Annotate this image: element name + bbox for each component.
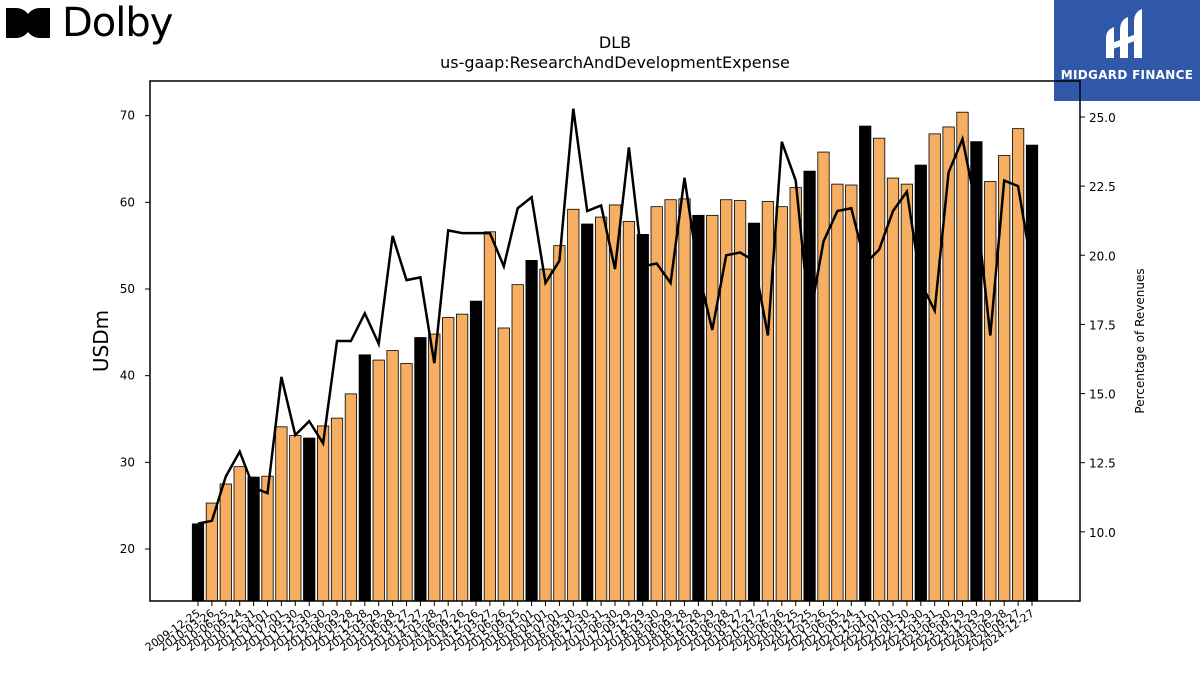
y-tick-label: 30 <box>120 455 135 469</box>
y2-axis-label: Percentage of Revenues <box>1133 268 1147 413</box>
bar-2017-12-29 <box>636 233 649 602</box>
bar-2023-03-31 <box>928 133 941 602</box>
bar-series <box>191 111 1039 602</box>
bar-2024-03-29 <box>984 181 997 602</box>
brand-name: Dolby <box>62 0 173 46</box>
bar-2016-12-30 <box>581 223 594 602</box>
bar-2019-03-29 <box>706 214 719 602</box>
y2-tick-label: 22.5 <box>1089 180 1116 194</box>
partner-logo: MIDGARD FINANCE <box>1054 0 1200 101</box>
bar-2024-12-27 <box>1025 144 1039 602</box>
y-tick-label: 70 <box>120 109 135 123</box>
bar-2013-06-28 <box>386 350 399 602</box>
bar-2011-07-01 <box>275 426 288 602</box>
y2-tick-label: 10.0 <box>1089 526 1116 540</box>
bar-2022-09-30 <box>900 183 914 602</box>
y-axis-label: USDm <box>89 310 113 372</box>
bar-2017-03-31 <box>595 216 608 602</box>
bar-2015-03-27 <box>483 231 497 602</box>
bar-2014-12-26 <box>469 300 483 602</box>
x-axis-ticks: 2009-12-252010-03-262010-06-252010-09-24… <box>143 601 1037 654</box>
bar-2014-09-26 <box>455 313 469 602</box>
bar-2020-03-27 <box>761 201 775 602</box>
y2-tick-label: 25.0 <box>1089 111 1116 125</box>
bar-2013-12-27 <box>414 337 427 602</box>
percentage-line <box>197 108 1034 525</box>
bar-2012-09-28 <box>344 393 358 602</box>
bar-2011-09-30 <box>289 435 302 602</box>
bar-2020-12-25 <box>803 170 816 602</box>
y-tick-label: 40 <box>120 369 135 383</box>
chart-title: DLB <box>599 33 631 52</box>
y-tick-label: 60 <box>120 195 135 209</box>
bar-2015-09-25 <box>511 284 524 602</box>
chart-subtitle: us-gaap:ResearchAndDevelopmentExpense <box>440 53 790 72</box>
bar-2017-09-29 <box>622 220 636 602</box>
bar-2012-12-28 <box>358 354 371 602</box>
bar-2016-01-01 <box>525 259 538 602</box>
bar-2016-04-01 <box>539 268 552 602</box>
bar-2011-12-30 <box>303 437 316 602</box>
bar-2013-09-27 <box>400 363 413 602</box>
y2-tick-label: 12.5 <box>1089 457 1116 471</box>
bar-2012-03-30 <box>316 425 330 602</box>
bar-2010-09-24 <box>233 466 246 602</box>
y2-tick-label: 15.0 <box>1089 388 1116 402</box>
bar-2013-03-29 <box>372 359 385 602</box>
bar-2023-09-29 <box>956 111 969 602</box>
bar-2018-09-28 <box>678 198 691 602</box>
bar-2021-12-31 <box>859 125 872 602</box>
bar-2019-09-27 <box>734 200 747 602</box>
bar-2021-06-25 <box>831 183 844 602</box>
dolby-double-d-icon <box>6 8 50 38</box>
y-tick-label: 20 <box>120 542 135 556</box>
bar-2011-04-01 <box>261 475 274 602</box>
y2-tick-label: 17.5 <box>1089 318 1116 332</box>
bar-2020-06-26 <box>775 206 788 602</box>
plot-frame <box>149 80 1081 602</box>
bar-2021-03-26 <box>817 151 830 602</box>
midgard-mark-icon <box>1106 9 1142 58</box>
bar-2022-07-01 <box>886 177 900 602</box>
dolby-logo: Dolby <box>4 0 174 46</box>
bar-2014-03-28 <box>428 333 441 602</box>
bar-2015-06-26 <box>497 327 510 602</box>
bar-2010-06-25 <box>219 483 232 602</box>
bar-2020-09-25 <box>789 187 802 602</box>
bar-2016-09-30 <box>567 208 580 602</box>
bar-2024-09-27 <box>1012 128 1025 602</box>
bar-2014-06-27 <box>442 317 455 602</box>
line-series <box>197 108 1034 525</box>
bar-2022-12-30 <box>914 164 927 602</box>
bar-2018-03-30 <box>650 206 663 602</box>
bar-2016-07-01 <box>553 245 566 602</box>
partner-name: MIDGARD FINANCE <box>1060 68 1194 82</box>
bar-2022-04-01 <box>873 137 886 602</box>
y2-axis-ticks: 10.0 12.5 15.0 17.5 20.0 22.5 25.0 <box>1080 111 1116 540</box>
bar-2010-12-31 <box>247 476 260 602</box>
y-tick-label: 50 <box>120 282 135 296</box>
y-axis-ticks: 20 30 40 50 60 70 <box>120 109 150 556</box>
bar-2009-12-25 <box>191 523 205 602</box>
y2-tick-label: 20.0 <box>1089 249 1116 263</box>
bar-2012-06-29 <box>330 417 344 602</box>
bar-2021-09-24 <box>845 184 858 602</box>
bar-2023-06-30 <box>942 126 955 602</box>
